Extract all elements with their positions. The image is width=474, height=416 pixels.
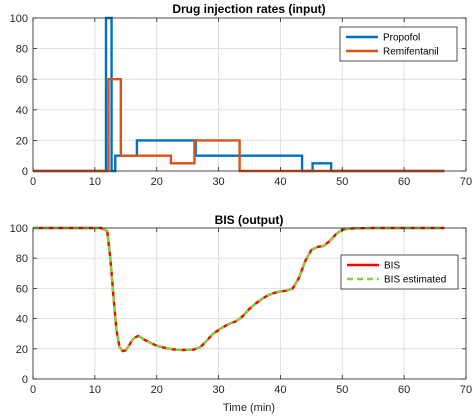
- x-tick-label: 10: [89, 384, 101, 396]
- input-chart-axes-box: [32, 17, 467, 172]
- input-chart-panel: Drug injection rates (input) 0 10 20 30 40 50…: [10, 2, 472, 188]
- y-tick-label: 40: [16, 314, 28, 326]
- y-tick-label: 40: [16, 105, 28, 117]
- x-tick-label: 30: [212, 176, 224, 188]
- y-tick-label: 0: [22, 166, 28, 178]
- x-tick-label: 40: [274, 384, 286, 396]
- y-tick-label: 80: [16, 44, 28, 56]
- x-tick-label: 70: [460, 384, 472, 396]
- input-chart-ticks: 0 10 20 30 40 50 60 70 0 20 40 60 80 100: [10, 13, 472, 188]
- output-chart-xlabel: Time (min): [223, 402, 275, 414]
- y-tick-label: 60: [16, 74, 28, 86]
- input-legend-box: [339, 26, 458, 62]
- legend-label-bis: BIS: [384, 261, 400, 272]
- legend-label-propofol: Propofol: [383, 33, 420, 44]
- x-tick-label: 70: [460, 176, 472, 188]
- y-tick-label: 80: [16, 253, 28, 265]
- x-tick-label: 20: [151, 384, 163, 396]
- x-tick-label: 30: [212, 384, 224, 396]
- x-tick-label: 0: [30, 176, 36, 188]
- input-chart-title: Drug injection rates (input): [172, 2, 325, 16]
- x-tick-label: 40: [274, 176, 286, 188]
- output-legend-box: [340, 254, 459, 290]
- x-tick-label: 50: [336, 384, 348, 396]
- x-tick-label: 60: [398, 384, 410, 396]
- series-line-bis-estimated: [33, 226, 445, 353]
- output-chart-panel: BIS (output) 0 10 20 30 40 50 60 70 0 20 40 60 80 100…: [10, 213, 472, 414]
- output-chart-title: BIS (output): [215, 213, 284, 227]
- y-tick-label: 20: [16, 344, 28, 356]
- x-tick-label: 50: [336, 176, 348, 188]
- input-chart-legend: Propofol Remifentanil: [339, 26, 458, 62]
- x-tick-label: 0: [30, 384, 36, 396]
- output-chart-ticks: 0 10 20 30 40 50 60 70 0 20 40 60 80 100: [10, 223, 472, 396]
- x-tick-label: 10: [89, 176, 101, 188]
- x-tick-label: 20: [151, 176, 163, 188]
- legend-label-remifentanil: Remifentanil: [383, 47, 439, 58]
- x-tick-label: 60: [398, 176, 410, 188]
- y-tick-label: 0: [22, 374, 28, 386]
- output-chart-legend: BIS BIS estimated: [340, 254, 459, 290]
- legend-label-bis-estimated: BIS estimated: [384, 275, 446, 286]
- y-tick-label: 100: [10, 13, 28, 25]
- y-tick-label: 60: [16, 283, 28, 295]
- y-tick-label: 20: [16, 135, 28, 147]
- y-tick-label: 100: [10, 223, 28, 235]
- output-chart-axes-box: [32, 227, 467, 380]
- output-chart-series: [33, 226, 445, 353]
- series-line-remifentanil: [33, 78, 445, 173]
